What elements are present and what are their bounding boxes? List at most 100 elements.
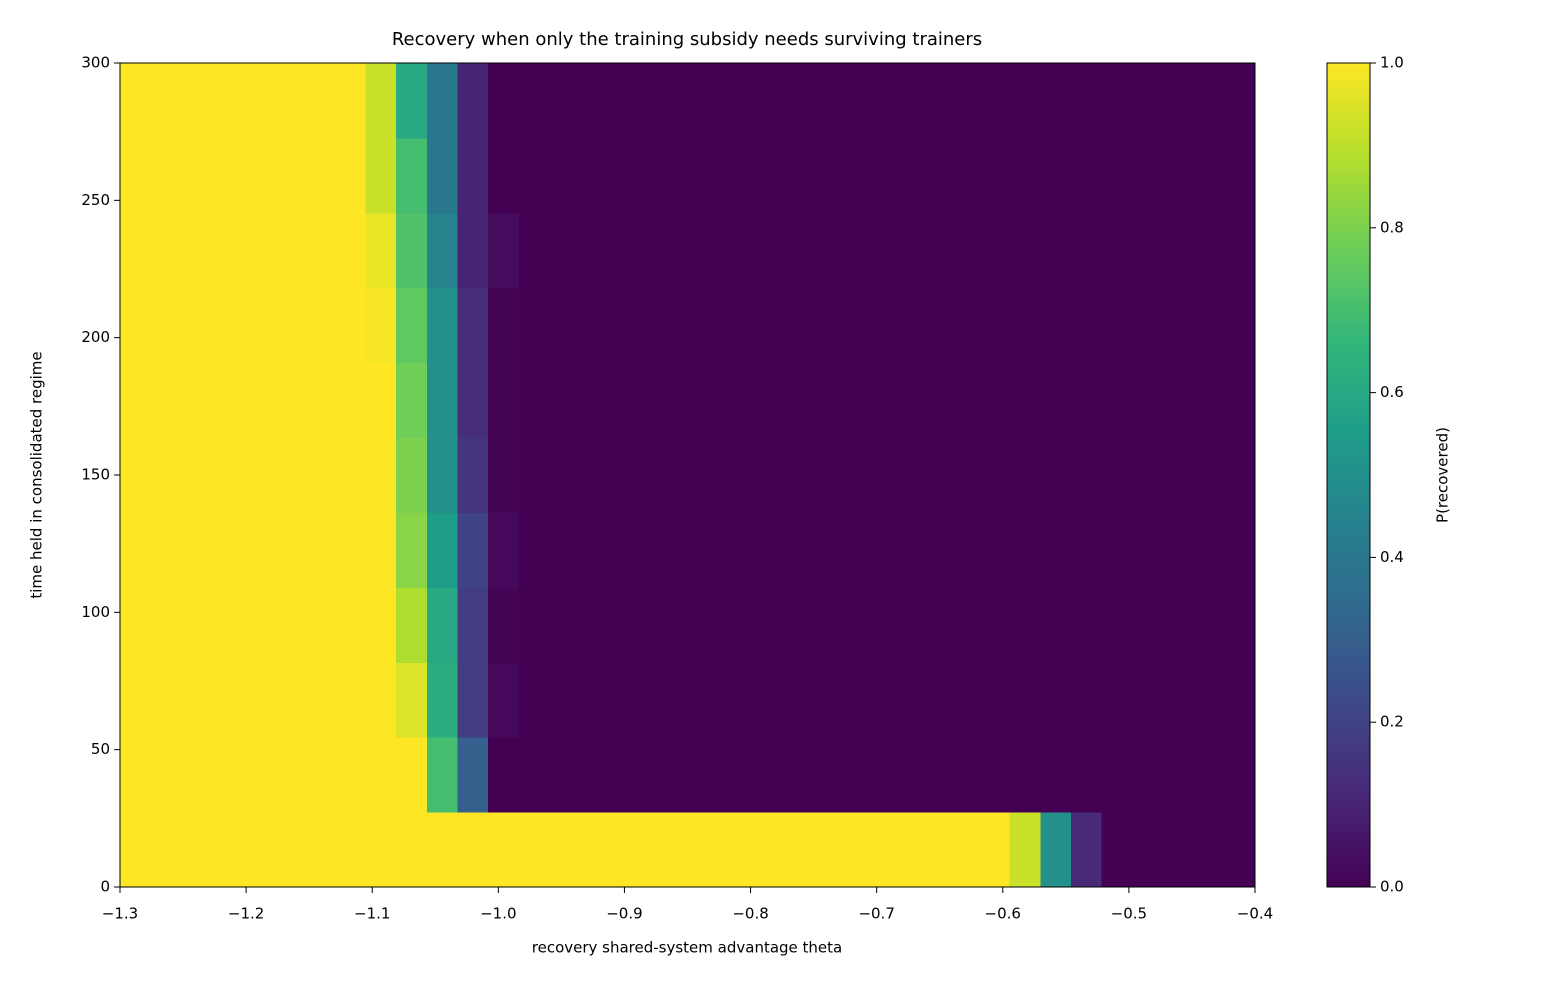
heatmap-cell bbox=[856, 362, 888, 439]
heatmap-cell bbox=[1101, 362, 1133, 439]
heatmap-cell bbox=[1101, 737, 1133, 813]
heatmap-cell bbox=[825, 63, 857, 139]
heatmap-cell bbox=[1101, 137, 1133, 214]
heatmap-cell bbox=[886, 287, 919, 364]
heatmap-cell bbox=[794, 63, 827, 139]
heatmap-cell bbox=[396, 512, 428, 588]
heatmap-cell bbox=[1009, 287, 1041, 364]
colorbar-tick-label: 0.4 bbox=[1380, 548, 1404, 566]
heatmap-cell bbox=[610, 437, 642, 513]
heatmap-cell bbox=[334, 362, 366, 439]
heatmap-cell bbox=[610, 287, 642, 364]
heatmap-cell bbox=[917, 137, 949, 214]
heatmap-cell bbox=[948, 512, 980, 588]
heatmap-cell bbox=[702, 212, 735, 289]
heatmap-cell bbox=[1132, 137, 1164, 214]
chart-title: Recovery when only the training subsidy … bbox=[392, 29, 982, 50]
x-tick-label: −0.6 bbox=[985, 905, 1021, 923]
heatmap-cell bbox=[1101, 287, 1133, 364]
heatmap-cell bbox=[426, 662, 458, 738]
heatmap-cell bbox=[1070, 137, 1103, 214]
heatmap-cell bbox=[304, 63, 336, 139]
heatmap-cell bbox=[488, 812, 520, 888]
colorbar-tick-label: 0.8 bbox=[1380, 218, 1404, 236]
heatmap-cell bbox=[886, 587, 919, 663]
heatmap-cell bbox=[580, 437, 612, 513]
heatmap-cell bbox=[457, 63, 489, 139]
heatmap-cell bbox=[1193, 137, 1225, 214]
heatmap-cell bbox=[948, 587, 980, 663]
heatmap-cell bbox=[334, 587, 366, 663]
heatmap-cell bbox=[365, 812, 397, 888]
heatmap-cell bbox=[518, 812, 550, 888]
heatmap-cell bbox=[764, 587, 796, 663]
heatmap-cell bbox=[702, 362, 735, 439]
heatmap-cell bbox=[886, 137, 919, 214]
heatmap-cell bbox=[1040, 662, 1072, 738]
heatmap-cell bbox=[457, 662, 489, 738]
heatmap-cell bbox=[1009, 137, 1041, 214]
heatmap-cell bbox=[212, 287, 244, 364]
heatmap-cell bbox=[733, 662, 765, 738]
x-tick-label: −1.1 bbox=[354, 905, 390, 923]
heatmap-cell bbox=[457, 512, 489, 588]
colorbar-label: P(recovered) bbox=[1434, 427, 1452, 523]
heatmap-cell bbox=[273, 737, 305, 813]
heatmap-cell bbox=[518, 662, 550, 738]
heatmap-cell bbox=[1162, 212, 1195, 289]
heatmap-cell bbox=[1224, 587, 1256, 663]
heatmap-cell bbox=[733, 437, 765, 513]
heatmap-cell bbox=[457, 737, 489, 813]
heatmap-cell bbox=[518, 287, 550, 364]
y-tick-label: 200 bbox=[81, 328, 110, 346]
heatmap-cell bbox=[488, 63, 520, 139]
heatmap-cell bbox=[641, 287, 673, 364]
heatmap-cell bbox=[1040, 587, 1072, 663]
heatmap-cell bbox=[120, 287, 152, 364]
heatmap-cell bbox=[917, 63, 949, 139]
heatmap-cell bbox=[1162, 812, 1195, 888]
heatmap-cell bbox=[856, 63, 888, 139]
heatmap-cell bbox=[856, 587, 888, 663]
heatmap-cell bbox=[948, 662, 980, 738]
heatmap-cell bbox=[886, 737, 919, 813]
heatmap-cell bbox=[518, 137, 550, 214]
heatmap-cell bbox=[488, 662, 520, 738]
heatmap-cell bbox=[948, 737, 980, 813]
heatmap-cell bbox=[181, 662, 213, 738]
heatmap-cell bbox=[426, 812, 458, 888]
heatmap-cell bbox=[794, 212, 827, 289]
heatmap-cell bbox=[273, 812, 305, 888]
heatmap-cell bbox=[794, 512, 827, 588]
x-tick-label: −1.0 bbox=[480, 905, 516, 923]
heatmap-cell bbox=[1070, 737, 1103, 813]
heatmap-cell bbox=[242, 812, 274, 888]
heatmap-cell bbox=[120, 212, 152, 289]
heatmap-cell bbox=[181, 63, 213, 139]
heatmap-cell bbox=[948, 437, 980, 513]
heatmap-cell bbox=[825, 737, 857, 813]
heatmap-cell bbox=[610, 137, 642, 214]
heatmap-cell bbox=[518, 437, 550, 513]
heatmap-cell bbox=[426, 362, 458, 439]
heatmap-cell bbox=[212, 812, 244, 888]
colorbar-tick-label: 0.6 bbox=[1380, 383, 1404, 401]
heatmap-cell bbox=[1009, 812, 1041, 888]
heatmap-cell bbox=[1224, 437, 1256, 513]
heatmap-cell bbox=[610, 737, 642, 813]
heatmap-cell bbox=[1009, 662, 1041, 738]
heatmap-cell bbox=[1101, 812, 1133, 888]
heatmap-cell bbox=[120, 137, 152, 214]
heatmap-cell bbox=[426, 287, 458, 364]
heatmap-cell bbox=[825, 287, 857, 364]
heatmap-cell bbox=[1132, 287, 1164, 364]
heatmap-cell bbox=[886, 63, 919, 139]
heatmap-cell bbox=[181, 812, 213, 888]
heatmap-cell bbox=[365, 287, 397, 364]
heatmap-cell bbox=[580, 662, 612, 738]
heatmap-cell bbox=[886, 512, 919, 588]
heatmap-cell bbox=[794, 662, 827, 738]
heatmap-cell bbox=[120, 587, 152, 663]
heatmap-cell bbox=[580, 737, 612, 813]
heatmap-cell bbox=[334, 437, 366, 513]
